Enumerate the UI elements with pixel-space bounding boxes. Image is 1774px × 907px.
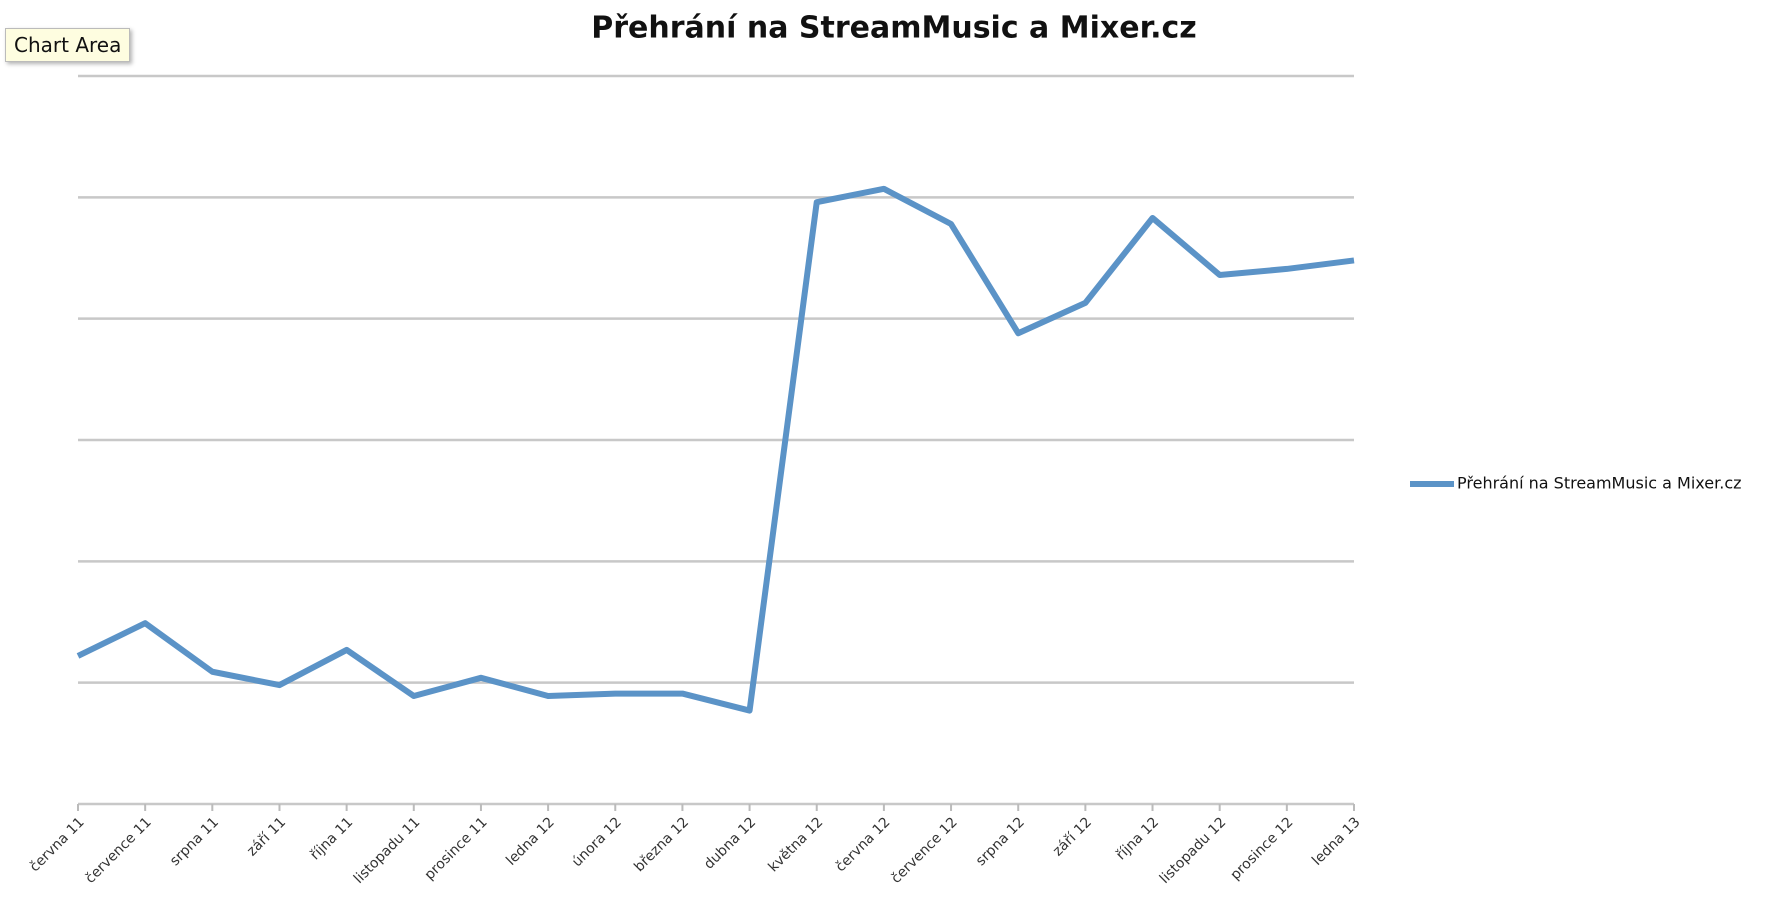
x-tick-label: listopadu 12 [1157,814,1230,887]
x-tick-label: května 12 [765,814,826,875]
x-tick-label: února 12 [569,814,625,870]
legend-label: Přehrání na StreamMusic a Mixer.cz [1457,474,1742,493]
tooltip: Chart Area [5,28,131,62]
x-tick-label: září 12 [1050,814,1095,859]
x-tick-label: prosince 12 [1228,814,1297,883]
x-tick-label: června 12 [833,814,894,875]
x-tick-label: července 11 [82,814,154,886]
x-tick-label: července 12 [888,814,960,886]
line [76,185,1355,714]
x-tick-label: června 11 [27,814,88,875]
x-tick-label: srpna 11 [167,814,222,869]
x-tick-label: srpna 12 [973,814,1028,869]
x-tick-label: ledna 12 [503,814,558,869]
x-tick-label: listopadu 11 [351,814,424,887]
x-tick-label: září 11 [244,814,289,859]
x-tick-label: března 12 [631,814,692,875]
x-tick-label: října 12 [1113,814,1162,863]
x-tick-label: prosince 11 [422,814,491,883]
x-tick-label: ledna 13 [1309,814,1364,869]
x-tick-label: dubna 12 [701,814,759,872]
x-tick-label: října 11 [307,814,356,863]
chart-title: Přehrání na StreamMusic a Mixer.cz [591,11,1197,46]
